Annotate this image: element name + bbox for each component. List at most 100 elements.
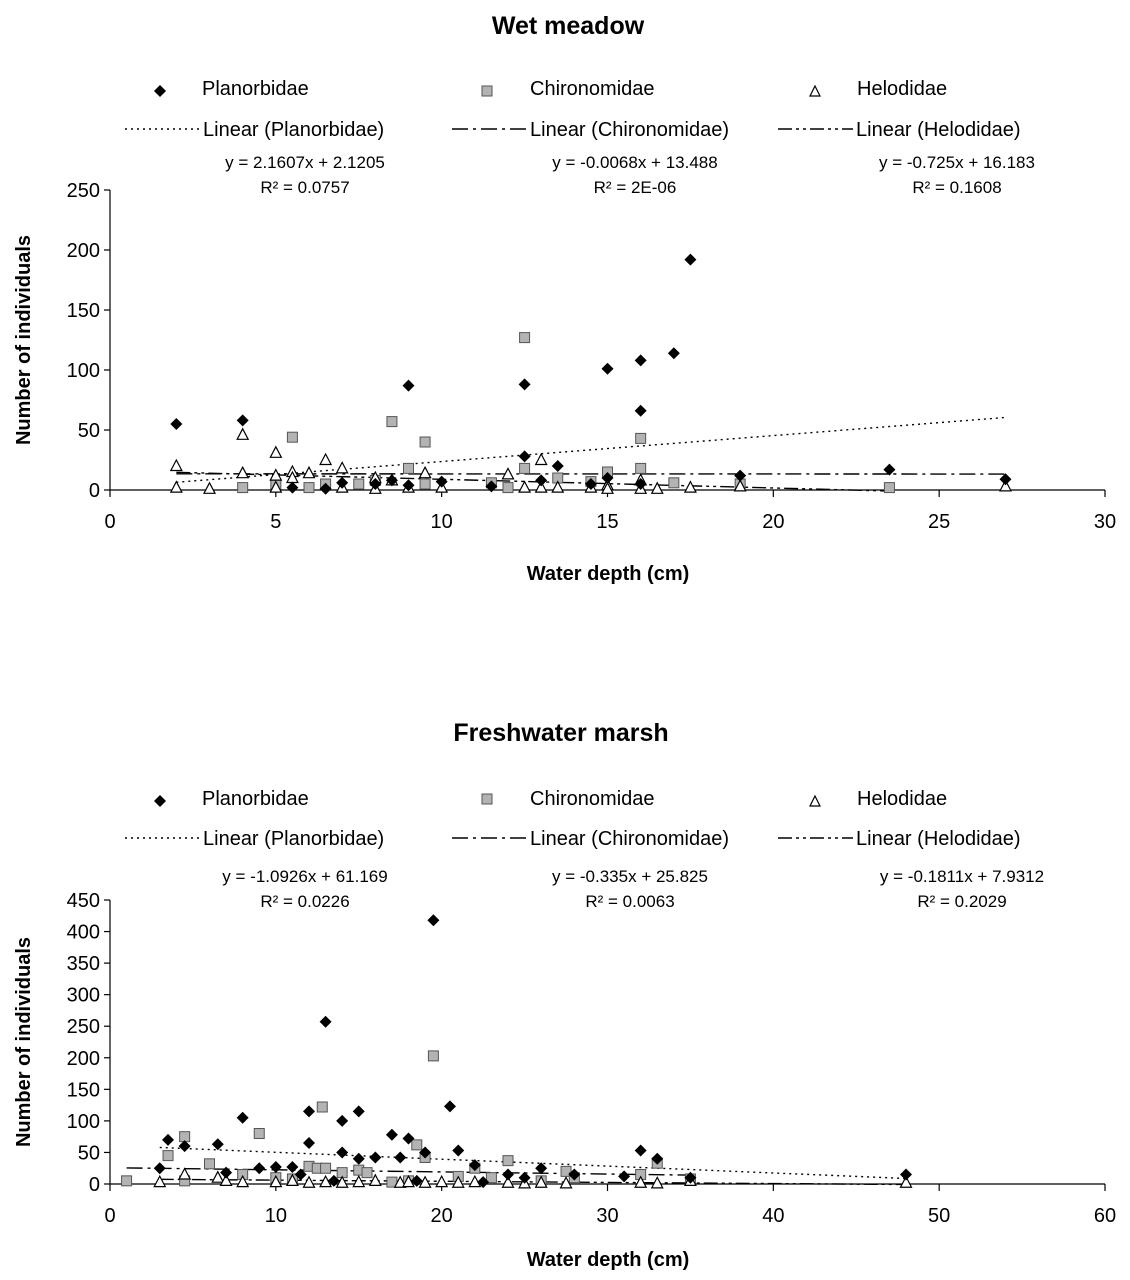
point-chironomidae: [386, 416, 398, 428]
chart-title: Wet meadow: [492, 12, 645, 40]
point-helodidae: [501, 467, 515, 480]
y-tick-label: 300: [67, 985, 100, 1007]
point-helodidae: [285, 1173, 299, 1186]
point-planorbidae: [883, 463, 896, 476]
point-planorbidae: [336, 476, 349, 489]
trendline-linear-chironomidae: [126, 1167, 691, 1176]
point-planorbidae: [336, 1114, 349, 1127]
x-tick-label: 20: [431, 1205, 453, 1227]
point-helodidae: [650, 481, 664, 494]
wet-meadow-chart: Wet meadow Planorbidae Chironomidae Helo…: [0, 0, 1130, 620]
point-planorbidae: [303, 1136, 315, 1149]
legend-label-trend-planorbidae: Linear (Planorbidae): [203, 828, 384, 850]
equation-planorbidae: y = -1.0926x + 61.169: [222, 867, 387, 886]
point-chironomidae: [353, 478, 365, 490]
point-planorbidae: [170, 418, 183, 430]
point-helodidae: [601, 481, 614, 494]
y-tick-label: 0: [89, 480, 100, 502]
point-helodidae: [534, 1175, 548, 1188]
point-chironomidae: [162, 1150, 174, 1162]
point-planorbidae: [385, 474, 398, 487]
equation-helodidae: y = -0.725x + 16.183: [879, 153, 1035, 172]
trendlines: [126, 1146, 907, 1186]
point-planorbidae: [236, 414, 249, 427]
point-helodidae: [211, 1170, 225, 1183]
point-helodidae: [393, 1175, 407, 1188]
point-chironomidae: [502, 1155, 514, 1167]
x-tick-label: 20: [762, 511, 784, 533]
point-helodidae: [418, 465, 432, 479]
point-planorbidae: [402, 379, 415, 392]
point-planorbidae: [601, 472, 614, 484]
point-chironomidae: [320, 1162, 332, 1174]
point-planorbidae: [402, 1132, 415, 1145]
point-helodidae: [236, 427, 250, 440]
point-planorbidae: [319, 1015, 332, 1028]
legend-label-helodidae: Helodidae: [857, 788, 947, 810]
point-planorbidae: [178, 1140, 191, 1153]
point-planorbidae: [385, 1128, 398, 1141]
equation-chironomidae: y = -0.0068x + 13.488: [552, 153, 717, 172]
point-planorbidae: [999, 473, 1012, 486]
point-helodidae: [203, 481, 216, 494]
point-chironomidae: [411, 1139, 423, 1151]
point-planorbidae: [443, 1100, 456, 1113]
point-planorbidae: [477, 1176, 490, 1189]
point-planorbidae: [551, 460, 564, 472]
point-helodidae: [319, 452, 333, 466]
y-tick-label: 400: [67, 922, 100, 944]
y-tick-label: 100: [67, 1111, 100, 1133]
x-tick-label: 10: [431, 511, 453, 533]
y-tick-label: 450: [67, 890, 100, 912]
point-helodidae: [269, 468, 283, 481]
point-planorbidae: [535, 1162, 548, 1175]
x-axis-label: Water depth (cm): [527, 1249, 690, 1271]
point-planorbidae: [684, 1171, 697, 1184]
y-tick-label: 50: [78, 1142, 100, 1164]
point-chironomidae: [668, 477, 680, 489]
point-helodidae: [468, 1174, 482, 1188]
point-chironomidae: [303, 482, 315, 494]
point-planorbidae: [327, 1174, 340, 1187]
x-tick-label: 30: [1094, 511, 1116, 533]
x-tick-label: 10: [265, 1205, 287, 1227]
point-planorbidae: [352, 1105, 365, 1118]
point-helodidae: [634, 1175, 648, 1188]
y-tick-label: 350: [67, 953, 100, 975]
point-helodidae: [650, 1176, 664, 1189]
point-planorbidae: [394, 1151, 407, 1164]
point-planorbidae: [452, 1144, 465, 1157]
point-helodidae: [335, 1175, 349, 1188]
point-planorbidae: [419, 1146, 432, 1159]
point-planorbidae: [568, 1168, 581, 1181]
point-helodidae: [153, 1174, 167, 1188]
point-chironomidae: [316, 1101, 328, 1113]
trendline-linear-helodidae: [159, 1178, 907, 1186]
point-chironomidae: [502, 482, 514, 494]
point-chironomidae: [403, 462, 414, 474]
point-helodidae: [733, 479, 747, 492]
point-helodidae: [534, 480, 548, 493]
x-tick-label: 0: [104, 511, 115, 533]
point-planorbidae: [303, 1105, 315, 1118]
point-planorbidae: [518, 378, 531, 391]
x-tick-label: 50: [928, 1205, 950, 1227]
point-chironomidae: [419, 436, 431, 448]
point-planorbidae: [518, 1171, 531, 1184]
trendline-linear-helodidae: [176, 471, 890, 492]
point-helodidae: [169, 458, 183, 472]
point-helodidae: [169, 480, 183, 493]
point-planorbidae: [236, 1111, 249, 1124]
point-helodidae: [899, 1175, 913, 1188]
point-helodidae: [683, 480, 697, 493]
legend-label-trend-helodidae: Linear (Helodidae): [856, 119, 1021, 141]
x-tick-label: 15: [596, 511, 618, 533]
y-tick-label: 0: [89, 1174, 100, 1196]
r2-planorbidae: R² = 0.0757: [260, 178, 349, 197]
point-planorbidae: [319, 482, 332, 495]
point-helodidae: [368, 1173, 382, 1186]
point-chironomidae: [204, 1158, 215, 1170]
wet-meadow-plot: Wet meadow Planorbidae Chironomidae Helo…: [13, 12, 1116, 585]
point-helodidae: [219, 1173, 233, 1186]
point-planorbidae: [294, 1168, 307, 1181]
